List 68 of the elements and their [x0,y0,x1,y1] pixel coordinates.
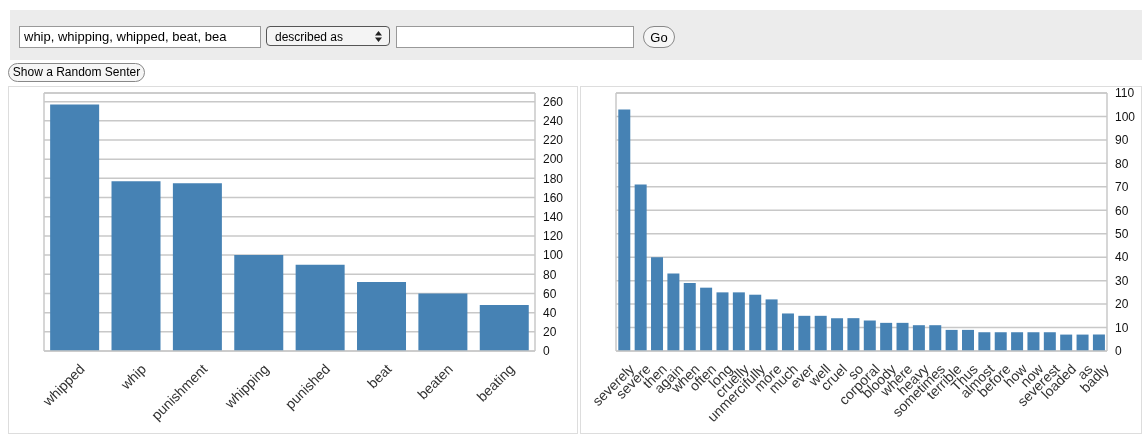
bar [634,184,647,351]
x-tick-label: whip [116,360,150,394]
y-tick-label: 180 [543,171,564,186]
text-field: whip, whipping, whipped, beat, bea [19,26,261,48]
bar [479,304,529,351]
bar [1092,334,1105,351]
dropdown: described as [266,26,390,46]
bar [945,329,958,351]
bar [994,332,1007,351]
bar [700,287,713,351]
y-tick-label: 80 [543,267,557,282]
bar [1043,332,1056,351]
y-tick-label: 70 [1115,180,1129,195]
y-tick-label: 140 [543,209,564,224]
bar [765,299,778,351]
y-tick-label: 260 [543,94,564,109]
y-tick-label: 160 [543,190,564,205]
bar [1027,332,1040,351]
bar [667,273,680,351]
y-tick-label: 40 [1115,250,1129,265]
y-tick-label: 60 [1115,203,1129,218]
y-tick-label: 40 [543,305,557,320]
bar [50,104,100,351]
bar [172,183,222,351]
bar [1076,334,1089,351]
bar [234,255,284,351]
y-tick-label: 100 [1115,109,1136,124]
y-tick-label: 80 [1115,156,1129,171]
bar [618,109,631,351]
y-tick-label: 20 [543,325,557,340]
y-tick-label: 240 [543,114,564,129]
bar [732,292,745,351]
y-tick-label: 120 [543,229,564,244]
bar [912,325,925,351]
bar [880,322,893,351]
bar [295,264,345,351]
bar [978,332,991,351]
bar [111,181,161,351]
y-tick-label: 0 [543,344,550,359]
bar [961,329,974,351]
y-tick-label: 0 [1115,344,1122,359]
bar [847,318,860,351]
bar [896,322,909,351]
bar [716,292,729,351]
bar [929,325,942,351]
bar [651,257,664,351]
bar [831,318,844,351]
y-tick-label: 200 [543,152,564,167]
y-tick-label: 60 [543,286,557,301]
y-tick-label: 220 [543,133,564,148]
y-tick-label: 100 [543,248,564,263]
bar [683,282,696,351]
y-tick-label: 20 [1115,297,1129,312]
y-tick-label: 110 [1115,86,1135,101]
bar [1060,334,1073,351]
bar [863,320,876,351]
bar [1011,332,1024,351]
bar [814,315,827,351]
y-tick-label: 50 [1115,226,1129,241]
y-tick-label: 10 [1115,320,1129,335]
bar [781,313,794,351]
bar [418,293,468,351]
button: Show a Random Senter [8,63,145,82]
y-tick-label: 90 [1115,133,1129,148]
y-tick-label: 30 [1115,273,1129,288]
bar [357,281,407,351]
bar [798,315,811,351]
bar [749,294,762,351]
